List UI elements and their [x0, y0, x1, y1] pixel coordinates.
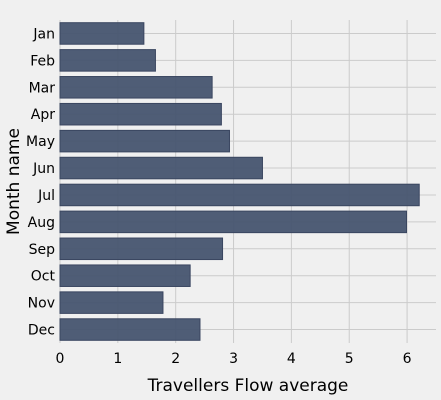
y-tick-label: Jul: [37, 188, 55, 204]
bar-jan: [59, 22, 145, 45]
bar-apr: [59, 102, 222, 126]
bar-sep: [59, 237, 224, 261]
y-tick-label: Oct: [31, 269, 56, 285]
y-tick-label: Jun: [32, 161, 55, 177]
bar-jun: [59, 156, 263, 180]
bars: [59, 22, 420, 341]
y-tick-label: May: [26, 134, 55, 150]
x-tick-label: 5: [345, 351, 354, 367]
x-axis-title: Travellers Flow average: [147, 376, 349, 396]
y-tick-label: Feb: [30, 53, 55, 69]
y-tick-labels: Jan Feb Mar Apr May Jun Jul Aug Sep Oct Nov Dec: [26, 26, 55, 338]
bar-may: [59, 129, 230, 153]
bar-oct: [59, 264, 191, 287]
y-axis-title: Month name: [4, 128, 24, 235]
y-tick-label: Nov: [28, 296, 55, 312]
x-tick-label: 4: [287, 351, 296, 367]
bar-feb: [59, 49, 156, 72]
x-tick-label: 3: [229, 351, 238, 367]
x-tick-label: 1: [113, 351, 122, 367]
y-tick-label: Sep: [29, 242, 56, 258]
bar-aug: [59, 210, 407, 234]
y-tick-label: Apr: [31, 107, 55, 123]
x-tick-label: 0: [56, 351, 65, 367]
bar-mar: [59, 76, 213, 99]
x-tick-labels: 0 1 2 3 4 5 6: [56, 351, 412, 367]
bar-jul: [59, 183, 420, 207]
x-tick-label: 2: [171, 351, 180, 367]
y-tick-label: Aug: [28, 215, 55, 231]
bar-dec: [59, 318, 201, 341]
y-tick-label: Mar: [29, 80, 56, 96]
y-tick-label: Jan: [32, 26, 55, 42]
x-tick-label: 6: [403, 351, 412, 367]
bar-nov: [59, 291, 164, 314]
y-tick-label: Dec: [28, 323, 55, 339]
